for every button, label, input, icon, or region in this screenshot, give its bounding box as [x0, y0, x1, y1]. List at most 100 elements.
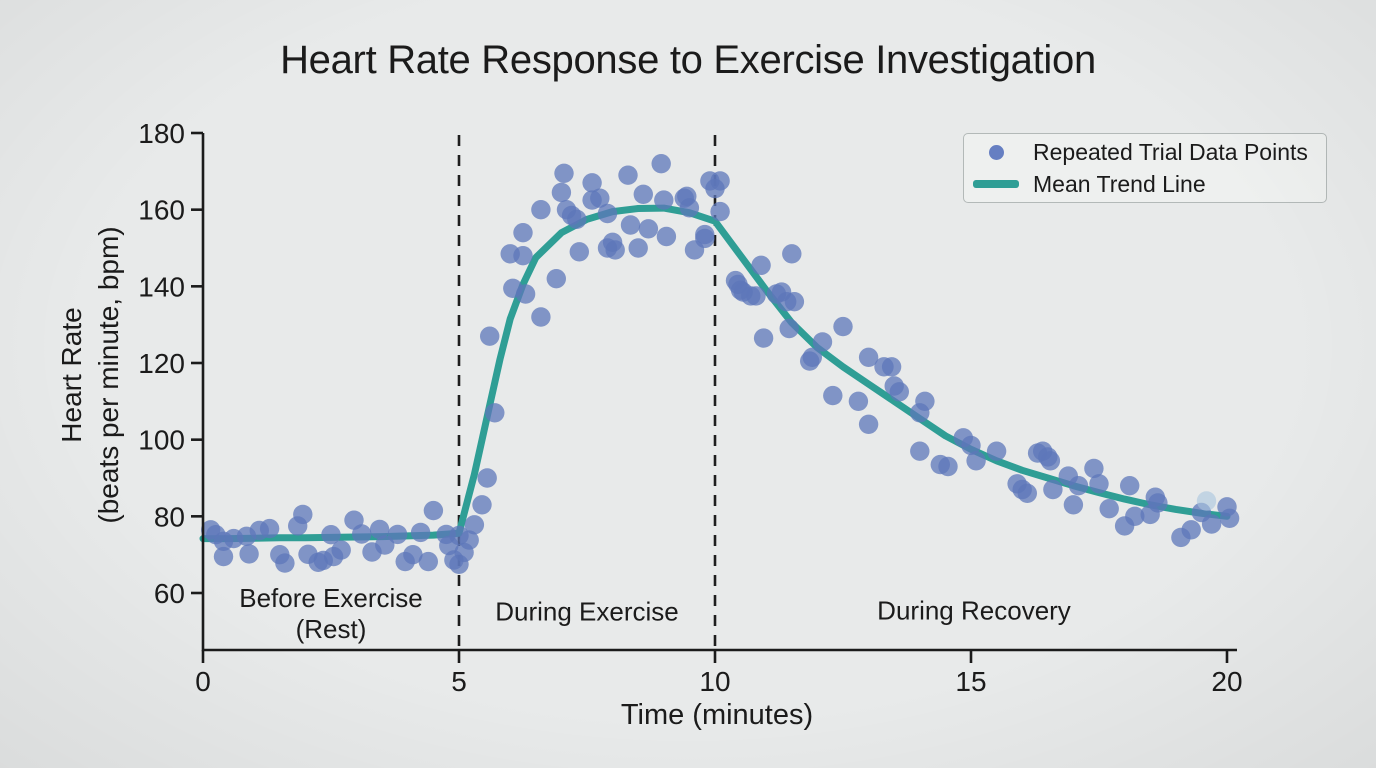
y-axis-title-line2: (beats per minute, bpm)	[93, 226, 124, 524]
scatter-point	[618, 165, 638, 185]
scatter-point	[656, 226, 677, 247]
scatter-point	[480, 326, 500, 346]
scatter-point	[239, 544, 259, 564]
scatter-point	[889, 382, 909, 402]
scatter-point	[531, 307, 551, 327]
phase-label-during-exercise: During Exercise	[495, 596, 679, 627]
scatter-point	[620, 215, 641, 235]
scatter-point	[1219, 508, 1240, 528]
scatter-point	[651, 154, 671, 174]
scatter-point	[1068, 476, 1089, 496]
chart-title: Heart Rate Response to Exercise Investig…	[280, 38, 1096, 82]
scatter-point	[654, 190, 674, 210]
scatter-point	[638, 219, 659, 239]
scatter-point	[1043, 479, 1063, 500]
scatter-point	[513, 246, 533, 266]
x-tick-label: 5	[451, 666, 467, 697]
scatter-point	[915, 391, 935, 411]
legend-item-trend: Mean Trend Line	[973, 168, 1326, 200]
scatter-point	[779, 318, 799, 339]
scatter-point	[986, 441, 1007, 461]
trend-line-icon	[973, 180, 1019, 188]
y-tick-label: 140	[138, 271, 185, 302]
scatter-point	[823, 385, 843, 406]
scatter-point	[1040, 451, 1061, 471]
legend-item-scatter: Repeated Trial Data Points	[973, 136, 1326, 168]
scatter-point	[410, 522, 431, 543]
scatter-point	[1120, 476, 1140, 496]
scatter-point	[802, 347, 822, 367]
scatter-point	[459, 530, 479, 550]
y-tick-label: 180	[138, 118, 185, 149]
scatter-point	[1063, 495, 1084, 515]
scatter-point	[961, 435, 981, 456]
scatter-point	[513, 223, 533, 243]
scatter-point	[679, 198, 700, 218]
x-tick-label: 20	[1211, 666, 1242, 697]
scatter-point	[784, 292, 805, 312]
scatter-point	[1017, 483, 1037, 503]
scatter-point	[590, 188, 610, 208]
scatter-point	[710, 201, 730, 222]
phase-label-before-exercise: Before Exercise (Rest)	[239, 583, 423, 645]
scatter-point	[695, 228, 715, 249]
scatter-point	[881, 357, 902, 377]
y-tick-label: 80	[154, 501, 185, 532]
scatter-point	[597, 203, 618, 224]
scatter-point	[569, 242, 589, 262]
scatter-point	[1125, 506, 1145, 526]
scatter-point	[858, 347, 879, 367]
scatter-point	[966, 451, 986, 471]
y-tick-label: 120	[138, 348, 185, 379]
scatter-point	[554, 163, 574, 183]
legend-label-trend: Mean Trend Line	[1033, 170, 1206, 197]
scatter-point	[910, 441, 930, 461]
scatter-point	[938, 456, 958, 477]
scatter-point	[1099, 499, 1119, 519]
scatter-point	[710, 171, 730, 191]
legend-marker-cell	[973, 180, 1019, 188]
x-tick-label: 10	[699, 666, 730, 697]
scatter-point	[782, 244, 802, 264]
scatter-dot-icon	[988, 144, 1004, 160]
y-tick-label: 160	[138, 195, 185, 226]
scatter-point	[293, 504, 313, 525]
y-tick-label: 60	[154, 578, 185, 609]
scatter-point	[423, 500, 444, 521]
scatter-point	[477, 468, 497, 488]
scatter-point	[848, 391, 869, 411]
scatter-point	[633, 184, 653, 204]
scatter-point	[515, 284, 536, 304]
scatter-point	[1148, 493, 1168, 513]
scatter-point	[531, 200, 551, 220]
scatter-point	[331, 540, 351, 560]
legend-label-scatter: Repeated Trial Data Points	[1033, 138, 1308, 165]
scatter-point	[751, 255, 771, 275]
scatter-point	[812, 332, 833, 352]
scatter-point	[375, 535, 395, 555]
scatter-point	[213, 546, 234, 567]
scatter-point	[259, 518, 280, 539]
scatter-point-light	[1196, 491, 1217, 511]
scatter-point	[1089, 474, 1109, 494]
phase-label-during-recovery: During Recovery	[877, 595, 1071, 626]
scatter-point	[472, 495, 492, 515]
scatter-point	[1181, 520, 1201, 540]
scatter-point	[858, 414, 879, 434]
scatter-point	[321, 525, 341, 545]
y-tick-label: 100	[138, 425, 185, 456]
scatter-point	[387, 524, 408, 545]
phase-label-line2: (Rest)	[295, 614, 367, 644]
x-tick-label: 15	[955, 666, 986, 697]
scatter-point	[628, 238, 648, 258]
scatter-point	[605, 240, 625, 260]
scatter-point	[746, 286, 766, 306]
scatter-point	[582, 173, 602, 193]
scatter-point	[567, 209, 587, 229]
scatter-point	[551, 182, 572, 203]
scatter-point	[485, 403, 505, 423]
scatter-point	[546, 269, 566, 289]
scatter-point	[369, 519, 390, 540]
